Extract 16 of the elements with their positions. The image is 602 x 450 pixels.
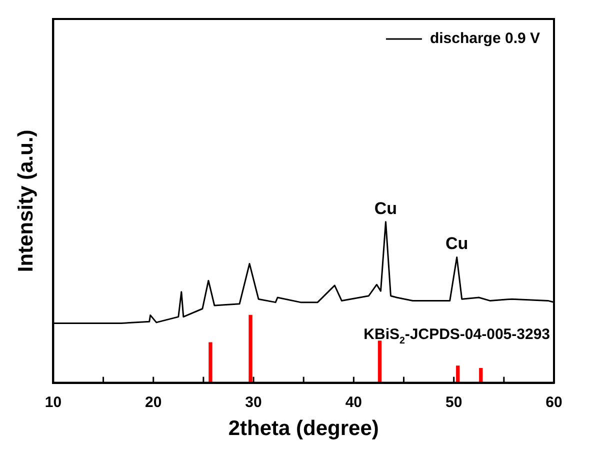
x-tick-label: 40	[345, 394, 362, 411]
x-tick-label: 20	[145, 394, 162, 411]
annotation: Cu	[446, 234, 468, 254]
x-tick-label: 10	[44, 394, 62, 411]
x-tick-label: 30	[245, 394, 262, 411]
bar	[456, 366, 460, 383]
legend-label: discharge 0.9 V	[430, 30, 540, 48]
bar	[378, 340, 382, 383]
x-tick-label: 60	[546, 394, 562, 411]
x-tick-label: 50	[445, 394, 462, 411]
x-axis-title: 2theta (degree)	[228, 417, 379, 440]
annotation: Cu	[374, 198, 398, 218]
bar	[248, 314, 252, 383]
bar	[208, 342, 212, 383]
y-axis-title: Intensity (a.u.)	[14, 130, 38, 272]
bar	[479, 368, 483, 383]
